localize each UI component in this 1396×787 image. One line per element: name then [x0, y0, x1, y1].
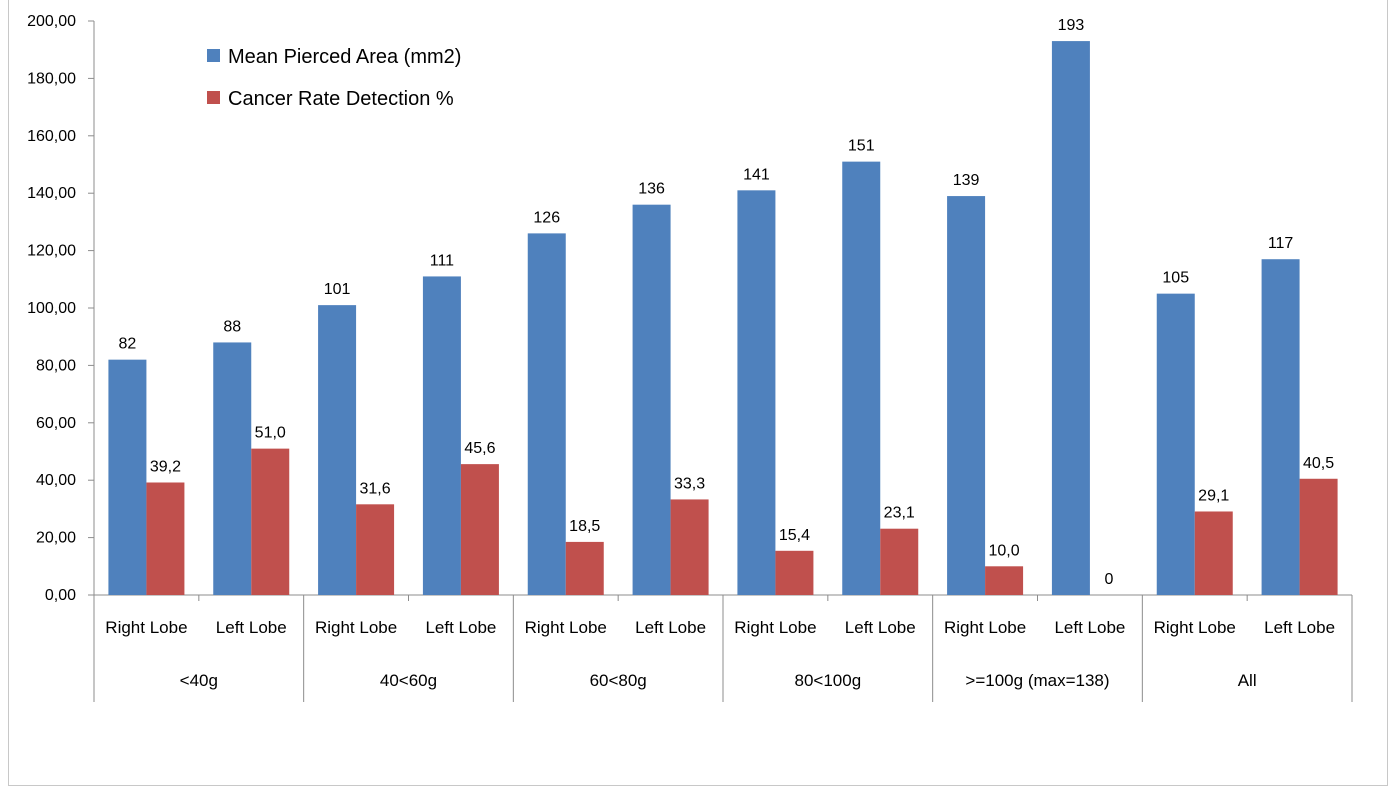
chart-frame [8, 0, 1388, 786]
category-label: Right Lobe [1154, 618, 1236, 637]
data-label-cancer-rate: 45,6 [464, 440, 495, 457]
bar-cancer-rate [356, 504, 395, 595]
bar-cancer-rate [251, 448, 290, 595]
data-label-mean-pierced-area: 126 [533, 209, 560, 226]
y-tick-label: 160,00 [27, 128, 76, 145]
y-tick-label: 20,00 [36, 530, 76, 547]
bar-cancer-rate [985, 566, 1024, 595]
data-label-cancer-rate: 23,1 [884, 505, 915, 522]
data-label-mean-pierced-area: 88 [223, 318, 241, 335]
group-label: All [1238, 671, 1257, 690]
data-label-mean-pierced-area: 193 [1058, 17, 1085, 34]
y-tick-label: 120,00 [27, 243, 76, 260]
data-label-cancer-rate: 51,0 [255, 425, 286, 442]
bar-cancer-rate [1299, 478, 1338, 595]
category-label: Left Lobe [216, 618, 287, 637]
bar-cancer-rate [775, 550, 814, 595]
data-label-mean-pierced-area: 151 [848, 138, 875, 155]
data-label-cancer-rate: 10,0 [989, 542, 1020, 559]
bar-cancer-rate [880, 528, 919, 595]
category-label: Right Lobe [944, 618, 1026, 637]
data-label-mean-pierced-area: 136 [638, 181, 665, 198]
group-label: 60<80g [590, 671, 647, 690]
group-label: 40<60g [380, 671, 437, 690]
data-label-mean-pierced-area: 101 [324, 281, 351, 298]
data-label-mean-pierced-area: 141 [743, 166, 770, 183]
data-label-mean-pierced-area: 139 [953, 172, 980, 189]
bar-cancer-rate [460, 464, 499, 595]
category-label: Right Lobe [105, 618, 187, 637]
data-label-cancer-rate: 31,6 [360, 480, 391, 497]
data-label-cancer-rate: 18,5 [569, 518, 600, 535]
bar-cancer-rate [670, 499, 709, 595]
bar-mean-pierced-area [318, 305, 357, 595]
y-tick-label: 0,00 [45, 587, 76, 604]
bar-cancer-rate [1194, 511, 1233, 595]
data-label-cancer-rate: 39,2 [150, 458, 181, 475]
data-label-cancer-rate: 40,5 [1303, 455, 1334, 472]
bar-mean-pierced-area [1261, 259, 1300, 595]
group-label: <40g [180, 671, 218, 690]
category-label: Left Lobe [635, 618, 706, 637]
y-tick-label: 100,00 [27, 300, 76, 317]
bar-mean-pierced-area [213, 342, 252, 595]
y-tick-label: 60,00 [36, 415, 76, 432]
bar-mean-pierced-area [422, 276, 461, 595]
y-tick-label: 80,00 [36, 357, 76, 374]
category-label: Right Lobe [525, 618, 607, 637]
group-label: 80<100g [795, 671, 862, 690]
data-label-cancer-rate: 15,4 [779, 527, 810, 544]
bar-mean-pierced-area [842, 161, 881, 595]
category-label: Left Lobe [1054, 618, 1125, 637]
bar-mean-pierced-area [1051, 41, 1090, 595]
y-tick-label: 40,00 [36, 472, 76, 489]
category-label: Left Lobe [425, 618, 496, 637]
legend-label-cancer-rate: Cancer Rate Detection % [228, 88, 454, 110]
y-tick-label: 140,00 [27, 185, 76, 202]
bar-mean-pierced-area [632, 204, 671, 595]
bar-mean-pierced-area [737, 190, 776, 595]
category-label: Left Lobe [845, 618, 916, 637]
data-label-mean-pierced-area: 117 [1268, 235, 1294, 252]
bar-mean-pierced-area [1156, 293, 1195, 595]
legend-swatch-cancer-rate [207, 91, 220, 104]
legend-label-mean-pierced-area: Mean Pierced Area (mm2) [228, 46, 461, 68]
data-label-mean-pierced-area: 111 [430, 252, 454, 269]
bar-mean-pierced-area [947, 196, 986, 595]
data-label-mean-pierced-area: 82 [119, 336, 137, 353]
data-label-cancer-rate: 33,3 [674, 475, 705, 492]
bar-mean-pierced-area [527, 233, 566, 595]
category-label: Right Lobe [734, 618, 816, 637]
group-label: >=100g (max=138) [965, 671, 1109, 690]
bar-mean-pierced-area [108, 359, 147, 595]
bar-cancer-rate [146, 482, 185, 595]
bar-cancer-rate [565, 541, 604, 595]
data-label-cancer-rate: 29,1 [1198, 487, 1229, 504]
y-tick-label: 180,00 [27, 70, 76, 87]
category-label: Right Lobe [315, 618, 397, 637]
data-label-cancer-rate: 0 [1104, 571, 1113, 588]
data-label-mean-pierced-area: 105 [1162, 270, 1189, 287]
legend-swatch-mean-pierced-area [207, 49, 220, 62]
category-label: Left Lobe [1264, 618, 1335, 637]
y-tick-label: 200,00 [27, 13, 76, 30]
